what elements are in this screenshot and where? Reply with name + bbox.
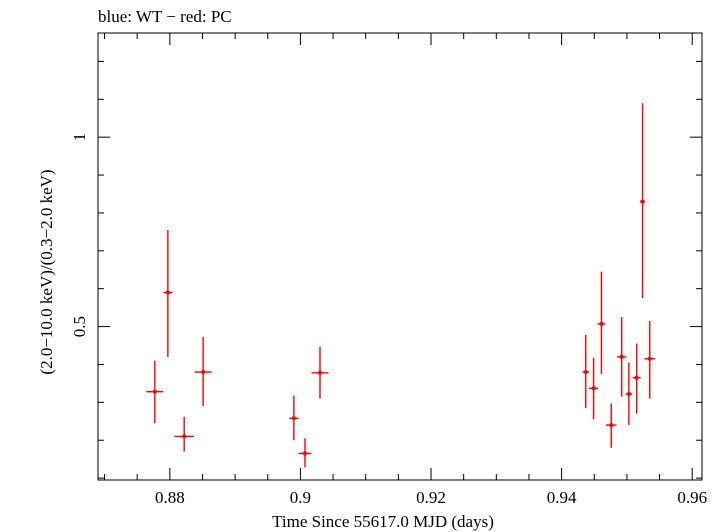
data-point bbox=[591, 386, 596, 391]
x-tick-label: 0.96 bbox=[677, 488, 707, 507]
data-point bbox=[583, 370, 588, 375]
plot-frame bbox=[97, 32, 703, 481]
x-tick-label: 0.9 bbox=[290, 488, 311, 507]
data-point bbox=[318, 370, 323, 375]
data-point bbox=[640, 199, 645, 204]
data-point bbox=[634, 375, 639, 380]
x-tick-label: 0.94 bbox=[547, 488, 577, 507]
plot-area: 0.88 0.9 0.92 0.94 0.96 0.5 1 bbox=[70, 32, 707, 507]
y-axis-label: (2.0−10.0 keV)/(0.3−2.0 keV) bbox=[37, 169, 56, 374]
data-point bbox=[619, 354, 624, 359]
y-tick-label: 1 bbox=[70, 133, 89, 142]
data-point bbox=[201, 370, 206, 375]
data-point bbox=[182, 434, 187, 439]
data-point bbox=[152, 389, 157, 394]
chart-title: blue: WT − red: PC bbox=[98, 7, 232, 26]
data-point bbox=[165, 290, 170, 295]
data-point bbox=[302, 451, 307, 456]
data-point bbox=[647, 356, 652, 361]
x-tick-label: 0.88 bbox=[155, 488, 185, 507]
data-point bbox=[599, 321, 604, 326]
x-tick-label: 0.92 bbox=[416, 488, 446, 507]
data-point bbox=[609, 423, 614, 428]
data-point bbox=[291, 416, 296, 421]
data-point bbox=[626, 392, 631, 397]
x-axis-label: Time Since 55617.0 MJD (days) bbox=[272, 512, 494, 531]
y-tick-label: 0.5 bbox=[70, 316, 89, 337]
